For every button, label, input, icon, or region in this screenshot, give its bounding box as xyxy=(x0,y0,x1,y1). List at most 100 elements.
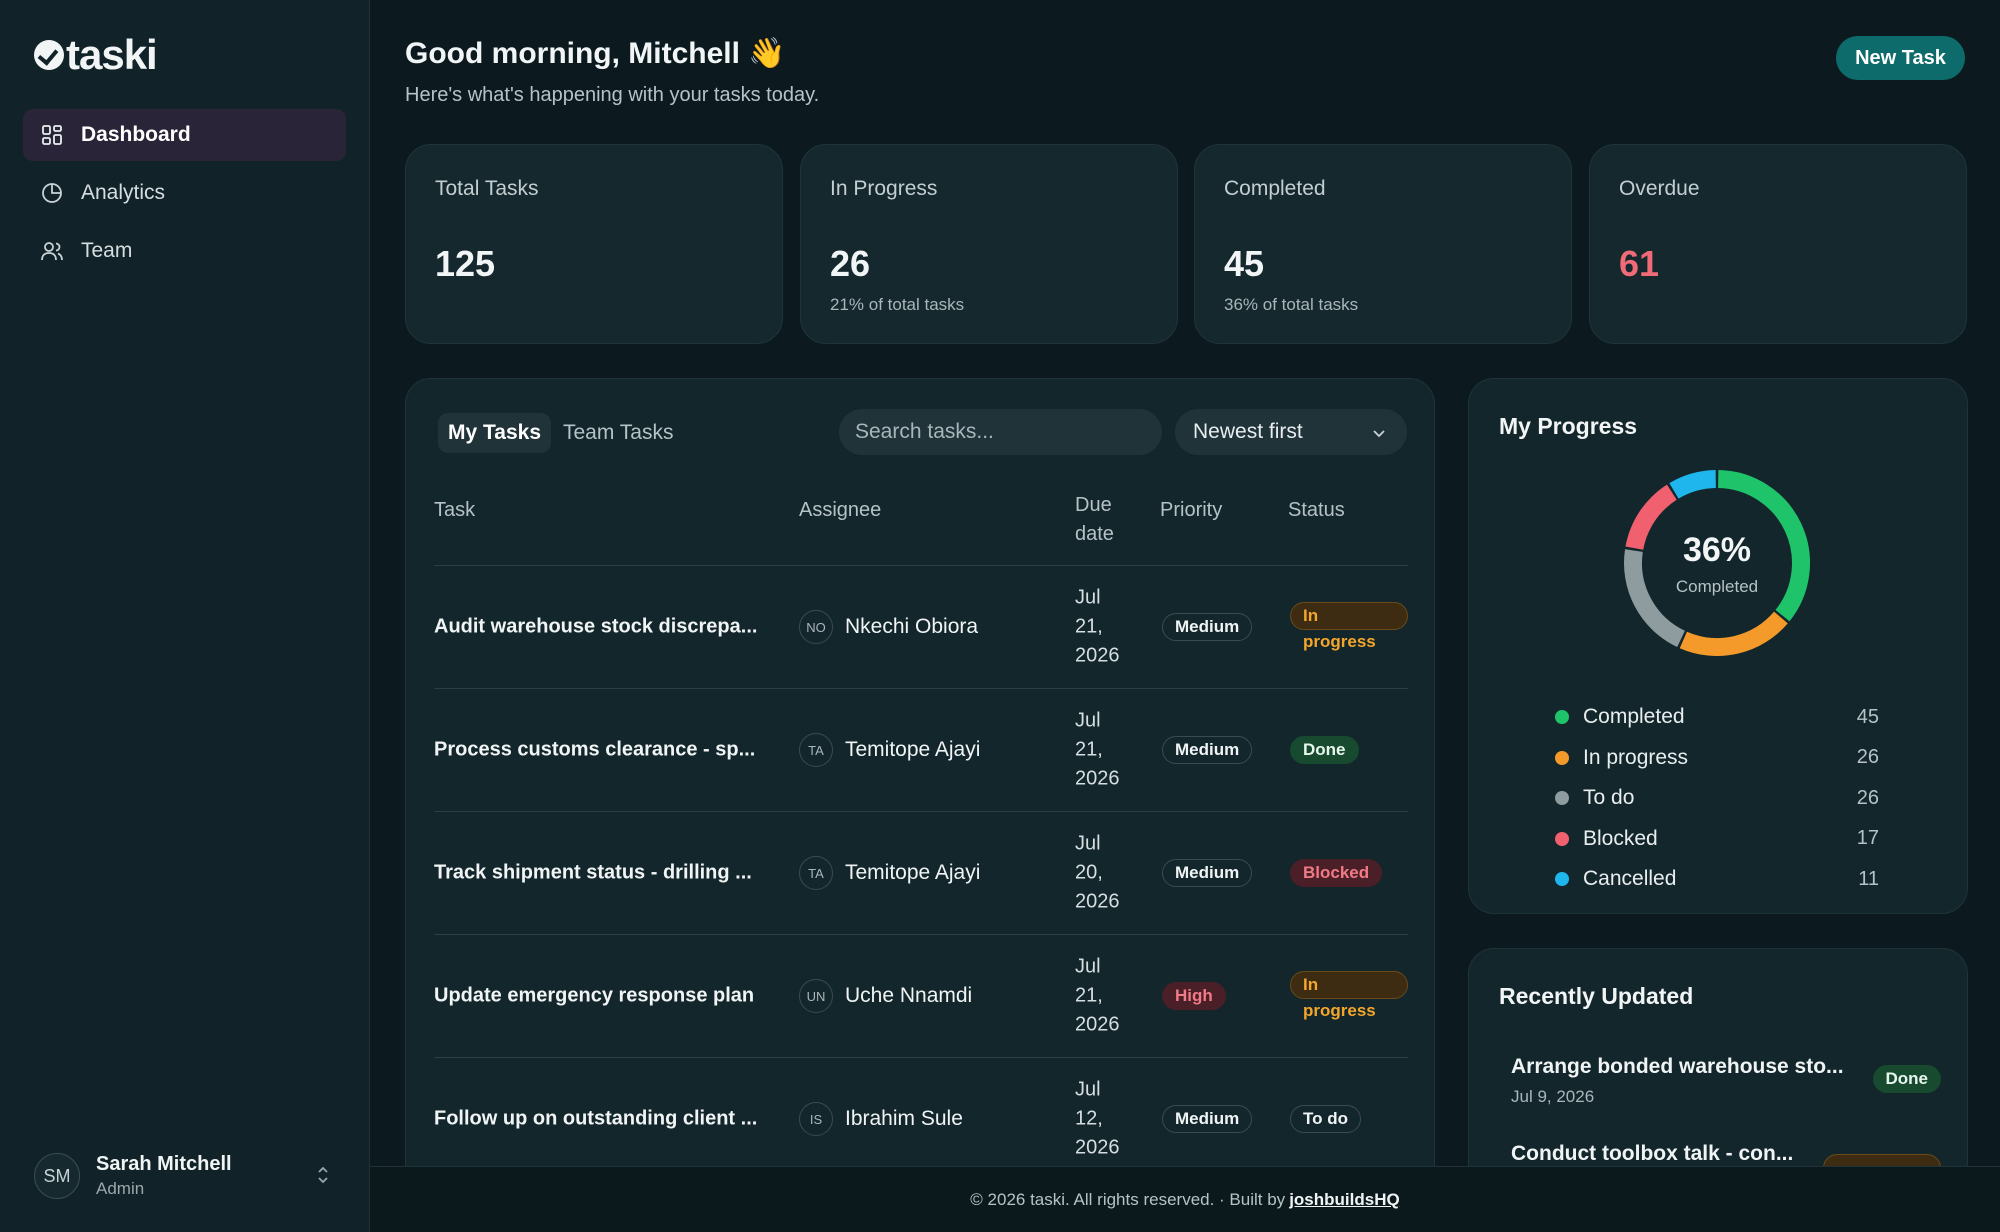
column-header-due-date: Due date xyxy=(1075,491,1114,549)
sidebar-item-team[interactable]: Team xyxy=(23,225,346,277)
recent-title: Recently Updated xyxy=(1499,983,1694,1009)
task-title[interactable]: Update emergency response plan xyxy=(434,984,755,1007)
avatar: SM xyxy=(34,1153,80,1199)
legend-item: Completed 45 xyxy=(1555,697,1879,738)
task-title[interactable]: Audit warehouse stock discrepa... xyxy=(434,615,758,638)
user-role: Admin xyxy=(96,1179,145,1198)
sidebar-item-analytics[interactable]: Analytics xyxy=(23,167,346,219)
due-date-part: Jul xyxy=(1075,955,1101,978)
legend-dot xyxy=(1555,831,1569,846)
sidebar-item-dashboard[interactable]: Dashboard xyxy=(23,109,346,161)
status-badge: To do xyxy=(1290,1105,1361,1133)
chevron-up-down-icon[interactable] xyxy=(316,1164,330,1191)
sidebar-item-label: Analytics xyxy=(81,181,166,204)
legend-label: In progress xyxy=(1583,745,1689,769)
legend-label: Blocked xyxy=(1583,826,1658,850)
assignee: UN Uche Nnamdi xyxy=(799,979,972,1013)
task-title[interactable]: Follow up on outstanding client ... xyxy=(434,1107,758,1130)
footer-link[interactable]: joshbuildsHQ xyxy=(1289,1189,1400,1209)
due-date-part: 21, xyxy=(1075,738,1103,761)
task-title[interactable]: Process customs clearance - sp... xyxy=(434,738,756,761)
status-badge: Blocked xyxy=(1290,859,1383,887)
recent-item-title: Arrange bonded warehouse sto... xyxy=(1511,1055,1844,1078)
assignee: NO Nkechi Obiora xyxy=(799,610,978,644)
status-badge: In progress xyxy=(1290,602,1408,651)
donut-segment-cancelled xyxy=(1669,470,1717,499)
due-date: Jul 21, 2026 xyxy=(1075,707,1135,794)
table-row[interactable]: Track shipment status - drilling ... TA Te… xyxy=(434,812,1408,935)
brand-logo[interactable]: taski xyxy=(34,34,158,76)
progress-percent-label: Completed xyxy=(1675,577,1759,596)
column-header-due-line: date xyxy=(1075,523,1114,545)
due-date-part: Jul xyxy=(1075,709,1101,732)
progress-percent: 36% xyxy=(1682,531,1752,569)
donut-segment-blocked xyxy=(1625,484,1677,550)
due-date-part: 2026 xyxy=(1075,1013,1120,1036)
sidebar-nav: Dashboard Analytics Team xyxy=(23,109,346,283)
avatar: IS xyxy=(799,1102,833,1136)
legend-value: 45 xyxy=(1856,705,1879,728)
user-menu[interactable]: SM Sarah Mitchell Admin xyxy=(34,1150,340,1202)
priority-badge: Medium xyxy=(1162,736,1253,764)
tab-my-tasks[interactable]: My Tasks xyxy=(438,413,551,453)
assignee: TA Temitope Ajayi xyxy=(799,733,980,767)
pie-chart-icon xyxy=(41,182,63,204)
status-cell: In progress xyxy=(1290,602,1408,652)
footer-text: © 2026 taski. All rights reserved. · Bui… xyxy=(970,1189,1286,1209)
new-task-button[interactable]: New Task xyxy=(1836,36,1965,80)
table-row[interactable]: Follow up on outstanding client ... IS Ibr… xyxy=(434,1058,1408,1181)
legend-value: 26 xyxy=(1856,746,1879,769)
sort-select[interactable]: Newest first xyxy=(1175,409,1407,455)
tab-team-tasks[interactable]: Team Tasks xyxy=(563,421,674,444)
search-input[interactable] xyxy=(839,409,1162,455)
priority-cell: High xyxy=(1162,982,1226,1010)
donut-segment-to-do xyxy=(1624,549,1686,648)
assignee-name: Temitope Ajayi xyxy=(845,738,981,761)
legend-item: To do 26 xyxy=(1555,778,1879,819)
legend-label: Completed xyxy=(1583,705,1685,729)
due-date-part: Jul xyxy=(1075,586,1101,609)
table-row[interactable]: Audit warehouse stock discrepa... NO Nkech… xyxy=(434,566,1408,689)
dashboard-grid-icon xyxy=(41,124,63,146)
priority-cell: Medium xyxy=(1162,859,1253,887)
table-row[interactable]: Update emergency response plan UN Uche Nna… xyxy=(434,935,1408,1058)
due-date-part: 2026 xyxy=(1075,767,1120,790)
priority-badge: Medium xyxy=(1162,613,1253,641)
due-date-part: Jul xyxy=(1075,1078,1101,1101)
due-date: Jul 12, 2026 xyxy=(1075,1076,1135,1163)
legend-value: 11 xyxy=(1858,867,1879,890)
recent-item[interactable]: Conduct toolbox talk - con... xyxy=(1511,1142,1941,1182)
priority-badge: High xyxy=(1162,982,1226,1010)
progress-card: My Progress 36% Completed Completed 45 In … xyxy=(1468,378,1968,914)
stat-value: 125 xyxy=(435,243,496,284)
stat-card-in-progress: In Progress 26 21% of total tasks xyxy=(800,144,1178,344)
due-date-part: 21, xyxy=(1075,984,1103,1007)
stat-subtext: 36% of total tasks xyxy=(1224,295,1359,314)
column-header-status: Status xyxy=(1288,499,1345,521)
stat-label: Total Tasks xyxy=(435,177,539,200)
status-cell: Blocked xyxy=(1290,859,1383,887)
status-badge: In progress xyxy=(1290,971,1408,1020)
due-date: Jul 21, 2026 xyxy=(1075,953,1135,1040)
assignee-name: Nkechi Obiora xyxy=(845,615,979,638)
status-cell: In progress xyxy=(1290,971,1408,1021)
sidebar-item-label: Dashboard xyxy=(81,123,191,146)
assignee-name: Uche Nnamdi xyxy=(845,984,973,1007)
legend-dot xyxy=(1555,710,1569,725)
stat-value: 61 xyxy=(1619,243,1660,284)
task-title[interactable]: Track shipment status - drilling ... xyxy=(434,861,752,884)
legend-value: 17 xyxy=(1856,827,1879,850)
assignee-name: Temitope Ajayi xyxy=(845,861,981,884)
recent-item-title: Conduct toolbox talk - con... xyxy=(1511,1142,1794,1165)
recent-item[interactable]: Arrange bonded warehouse sto... Jul 9, 2… xyxy=(1511,1055,1941,1107)
recent-item-date: Jul 9, 2026 xyxy=(1511,1087,1595,1106)
due-date-part: Jul xyxy=(1075,832,1101,855)
status-badge: Done xyxy=(1872,1065,1941,1093)
table-row[interactable]: Process customs clearance - sp... TA Temit… xyxy=(434,689,1408,812)
legend-label: Cancelled xyxy=(1583,867,1677,891)
task-tabs: My Tasks Team Tasks xyxy=(438,413,686,453)
column-header-assignee: Assignee xyxy=(799,499,882,521)
due-date-part: 2026 xyxy=(1075,1136,1120,1159)
footer: © 2026 taski. All rights reserved. · Bui… xyxy=(370,1166,2000,1232)
stat-card-total: Total Tasks 125 xyxy=(405,144,783,344)
